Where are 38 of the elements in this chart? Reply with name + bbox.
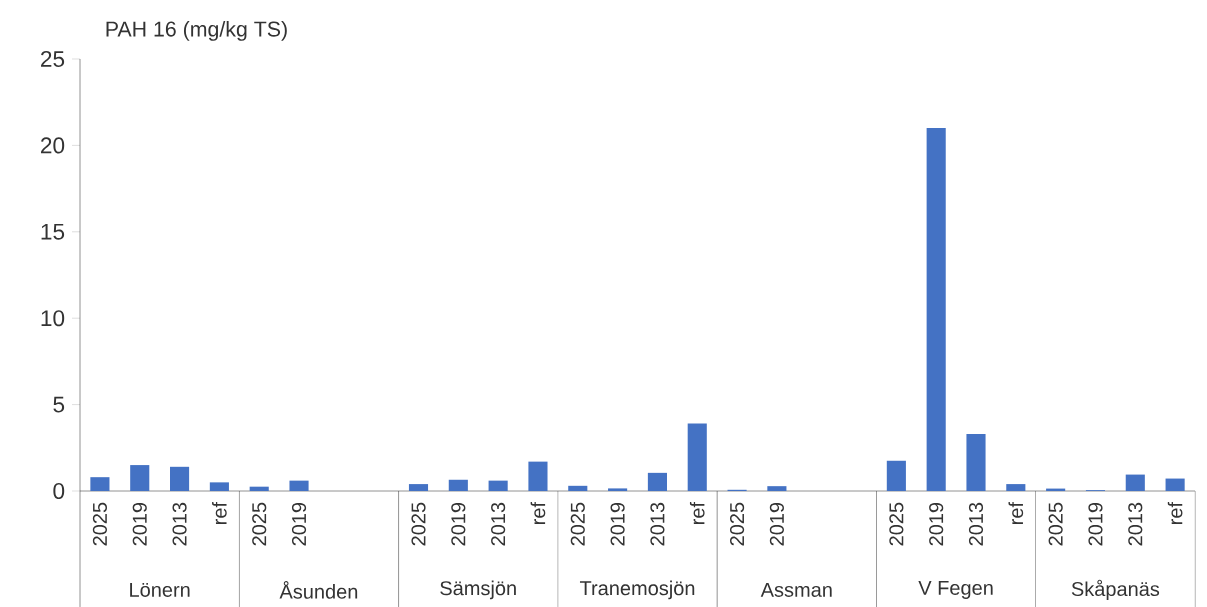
- x-tick-label: 2013: [650, 502, 665, 546]
- text: Lönern: [130, 582, 190, 597]
- x-tick-label: 2013: [968, 502, 984, 546]
- x-tick-label: 2019: [1088, 502, 1103, 546]
- x-tick-label: 2025: [252, 502, 267, 546]
- x-tick-label: 2025: [1048, 502, 1063, 546]
- x-tick-label: 2025: [411, 502, 426, 546]
- y-tick-label: 10: [41, 310, 65, 327]
- y-tick-label: 0: [53, 482, 65, 500]
- y-tick-label: 25: [41, 50, 65, 68]
- x-tick-label: ref: [530, 501, 546, 524]
- x-tick-label: 2019: [451, 502, 466, 546]
- text: Sämsjön: [440, 580, 516, 600]
- x-tick-label: 2019: [929, 502, 944, 546]
- x-tick-label: 2025: [92, 502, 107, 546]
- x-tick-label: ref: [1167, 501, 1183, 524]
- x-tick-label: 2025: [730, 502, 745, 546]
- x-tick-label: 2019: [291, 502, 307, 546]
- x-tick-label: 2019: [132, 502, 147, 546]
- text: Skåpanäs: [1071, 579, 1160, 601]
- x-tick-label: ref: [689, 501, 705, 524]
- y-tick-label: 20: [41, 137, 65, 154]
- x-tick-label: 2025: [889, 502, 904, 546]
- text: V Fegen: [918, 580, 993, 599]
- text: Åsunden: [279, 581, 358, 599]
- y-tick-label: 5: [53, 396, 65, 413]
- y-tick-label: 15: [41, 223, 65, 240]
- x-tick-label: ref: [1008, 501, 1024, 524]
- text: Assman: [760, 582, 832, 597]
- x-tick-label: ref: [212, 501, 227, 524]
- x-tick-label: 2013: [1128, 502, 1143, 546]
- y-axis-title: PAH 16 (mg/kg TS): [106, 20, 287, 41]
- x-tick-label: 2013: [172, 502, 187, 546]
- x-tick-label: 2019: [610, 502, 625, 546]
- x-tick-label: 2025: [570, 502, 585, 546]
- text: Tranemosjön: [579, 580, 695, 600]
- x-tick-label: 2013: [491, 502, 506, 546]
- x-tick-label: 2019: [769, 502, 784, 546]
